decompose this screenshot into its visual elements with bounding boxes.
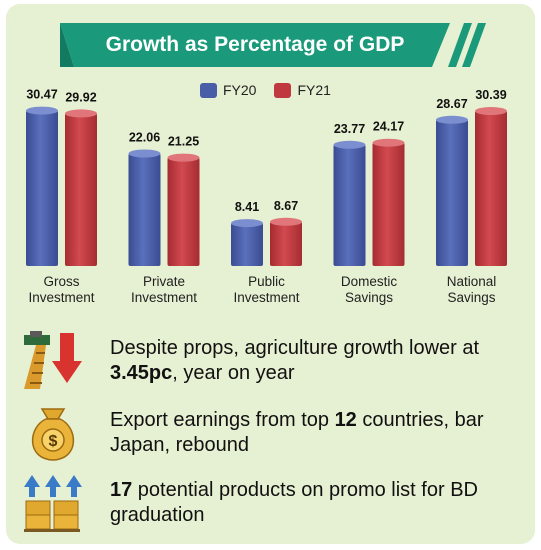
statement-post: potential products on promo list for BD …	[110, 479, 478, 526]
category-label-1-0: Private	[143, 274, 185, 289]
category-label-3-0: Domestic	[341, 274, 398, 289]
legend-item-fy21: FY21	[274, 82, 331, 98]
statement-text: Despite props, agriculture growth lower …	[110, 336, 520, 386]
svg-text:$: $	[49, 433, 58, 450]
category-label-2-1: Investment	[233, 290, 299, 305]
statement-pre: Despite props, agriculture growth lower …	[110, 337, 480, 359]
statement-products: 17 potential products on promo list for …	[20, 472, 520, 534]
value-label-fy21-3: 24.17	[373, 120, 404, 134]
statement-text: 17 potential products on promo list for …	[110, 478, 520, 528]
agriculture-decline-icon	[24, 331, 82, 389]
bar-cap-fy20-3	[333, 140, 366, 149]
value-label-fy21-2: 8.67	[274, 199, 298, 213]
infographic-card	[6, 4, 535, 544]
bar-fy21-0	[65, 113, 97, 267]
legend-swatch-fy21	[274, 82, 292, 98]
statement-highlight: 3.45pc	[110, 362, 173, 384]
bar-cap-fy21-4	[475, 107, 507, 116]
category-label-4-0: National	[447, 274, 497, 289]
chart-title: Growth as Percentage of GDP	[105, 33, 405, 56]
banner-shape	[60, 23, 486, 67]
bar-cap-fy21-3	[372, 138, 405, 147]
legend: FY20 FY21	[200, 81, 349, 99]
statement-highlight: 17	[110, 479, 133, 501]
money-bag-icon: $	[31, 408, 75, 461]
value-label-fy20-3: 23.77	[334, 122, 365, 136]
export-boxes-icon	[24, 475, 82, 532]
legend-label-fy21: FY21	[297, 82, 331, 98]
legend-swatch-fy20	[200, 82, 217, 98]
category-label-4-1: Savings	[447, 290, 495, 305]
bar-cap-fy20-4	[436, 115, 468, 124]
legend-item-fy20: FY20	[200, 82, 256, 98]
value-label-fy21-0: 29.92	[65, 90, 96, 104]
statement-text: Export earnings from top 12 countries, b…	[110, 408, 520, 458]
bar-cap-fy21-2	[270, 217, 302, 226]
bar-cap-fy21-1	[167, 153, 200, 162]
value-label-fy20-1: 22.06	[129, 130, 160, 144]
bar-fy20-0	[26, 110, 58, 266]
value-label-fy20-0: 30.47	[26, 88, 57, 102]
bar-fy20-3	[333, 144, 366, 266]
bar-cap-fy20-1	[128, 149, 161, 158]
category-label-0-0: Gross	[43, 274, 79, 289]
category-label-1-1: Investment	[131, 290, 197, 305]
title-banner: Growth as Percentage of GDP	[60, 23, 490, 67]
statement-pre: Export earnings from top	[110, 409, 335, 431]
statement-agriculture: Despite props, agriculture growth lower …	[20, 330, 520, 392]
bar-fy20-2	[231, 223, 263, 266]
bar-fy21-2	[270, 221, 302, 266]
category-label-0-1: Investment	[28, 290, 94, 305]
bar-cap-fy20-2	[231, 219, 263, 228]
category-label-3-1: Savings	[345, 290, 393, 305]
statement-highlight: 12	[334, 409, 357, 431]
statement-post: countries, bar Japan, rebound	[110, 409, 484, 456]
statement-post: , year on year	[172, 362, 295, 384]
bar-fy20-1	[128, 153, 161, 266]
bar-cap-fy21-0	[65, 109, 97, 118]
bar-cap-fy20-0	[26, 106, 58, 115]
bar-fy21-4	[475, 111, 507, 266]
legend-label-fy20: FY20	[223, 82, 257, 98]
value-label-fy20-4: 28.67	[436, 97, 467, 111]
statement-export: $ Export earnings from top 12 countries,…	[20, 402, 520, 464]
bar-fy20-4	[436, 119, 468, 267]
value-label-fy20-2: 8.41	[235, 200, 259, 214]
bar-fy21-3	[372, 142, 405, 266]
value-label-fy21-1: 21.25	[168, 135, 199, 149]
category-label-2-0: Public	[248, 274, 285, 289]
value-label-fy21-4: 30.39	[475, 88, 506, 102]
bar-fy21-1	[167, 157, 200, 266]
